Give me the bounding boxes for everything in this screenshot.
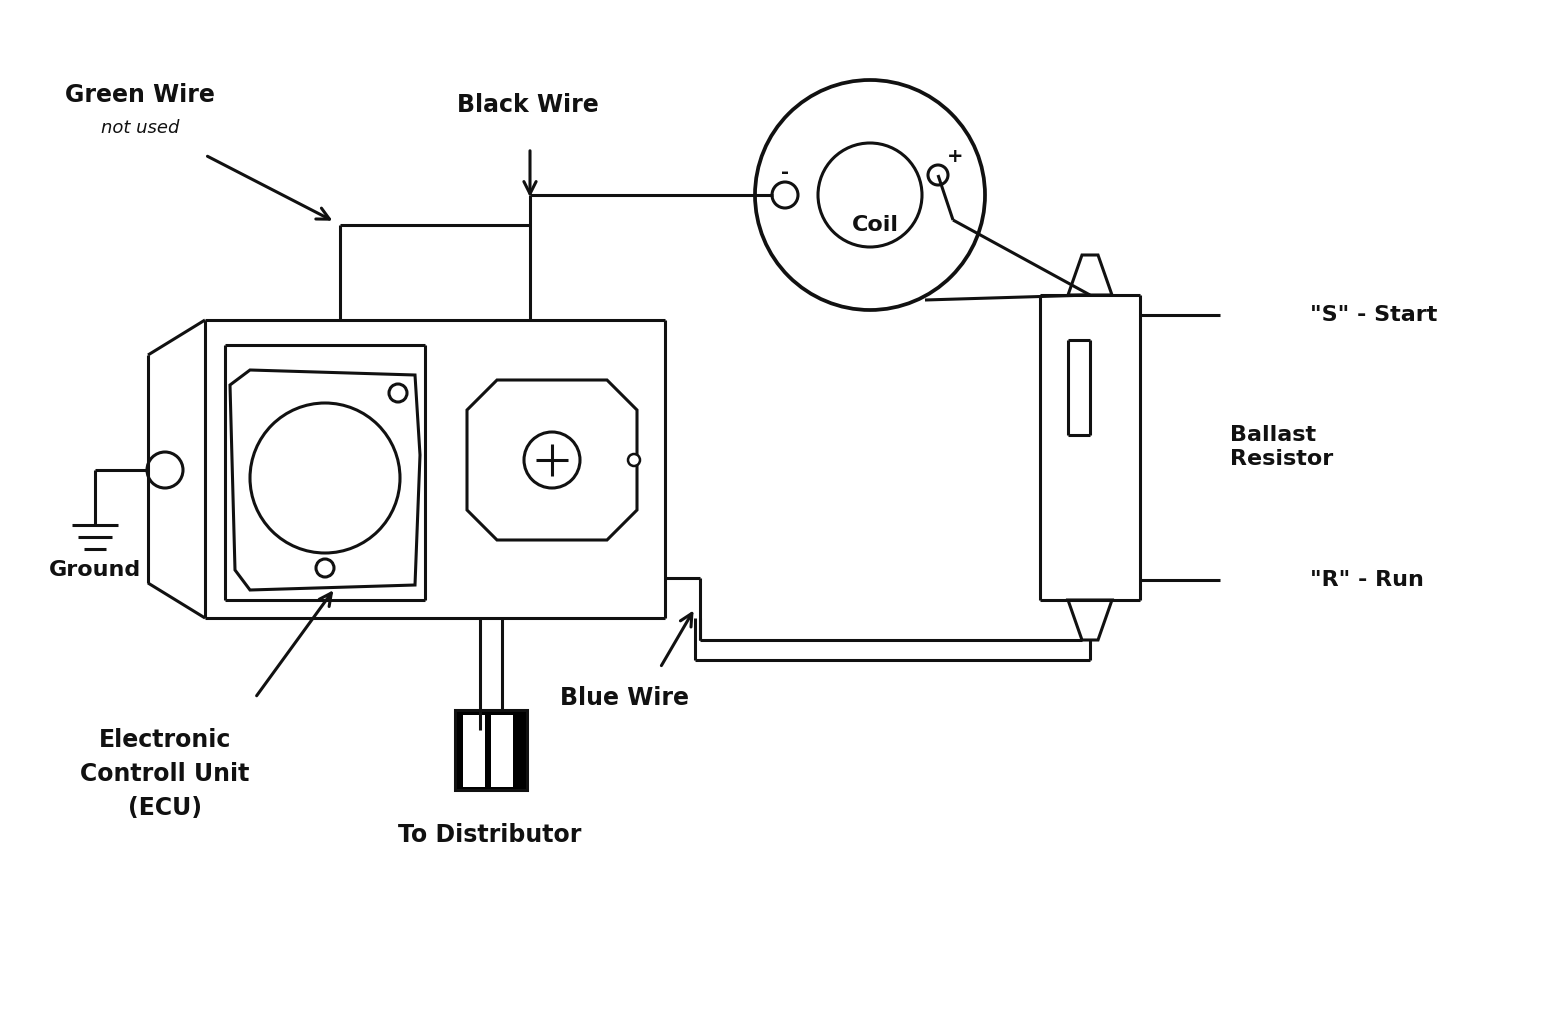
Polygon shape [466,380,638,540]
Polygon shape [455,710,527,790]
Circle shape [772,182,798,208]
Text: (ECU): (ECU) [128,796,202,820]
Polygon shape [463,715,485,787]
Text: +: + [946,148,963,166]
Text: -: - [781,163,789,183]
Text: "R" - Run: "R" - Run [1309,570,1424,590]
Text: not used: not used [100,119,179,137]
Text: Black Wire: Black Wire [457,93,599,117]
Text: "S" - Start: "S" - Start [1309,305,1437,325]
Polygon shape [1068,600,1112,640]
Circle shape [317,559,334,577]
Circle shape [818,143,922,247]
Circle shape [928,165,948,185]
Text: Blue Wire: Blue Wire [560,686,690,710]
Polygon shape [1068,255,1112,295]
Circle shape [389,384,408,402]
Polygon shape [491,715,513,787]
Text: Controll Unit: Controll Unit [80,762,250,786]
Circle shape [628,453,641,466]
Text: Electronic: Electronic [99,728,232,752]
Text: Ground: Ground [49,560,141,580]
Circle shape [250,403,400,553]
Text: Coil: Coil [851,215,899,234]
Circle shape [755,80,985,310]
Polygon shape [230,370,420,590]
Circle shape [523,432,581,488]
Text: Green Wire: Green Wire [65,83,215,107]
Text: Ballast
Resistor: Ballast Resistor [1231,426,1334,469]
Text: To Distributor: To Distributor [398,823,582,847]
Circle shape [147,452,184,488]
